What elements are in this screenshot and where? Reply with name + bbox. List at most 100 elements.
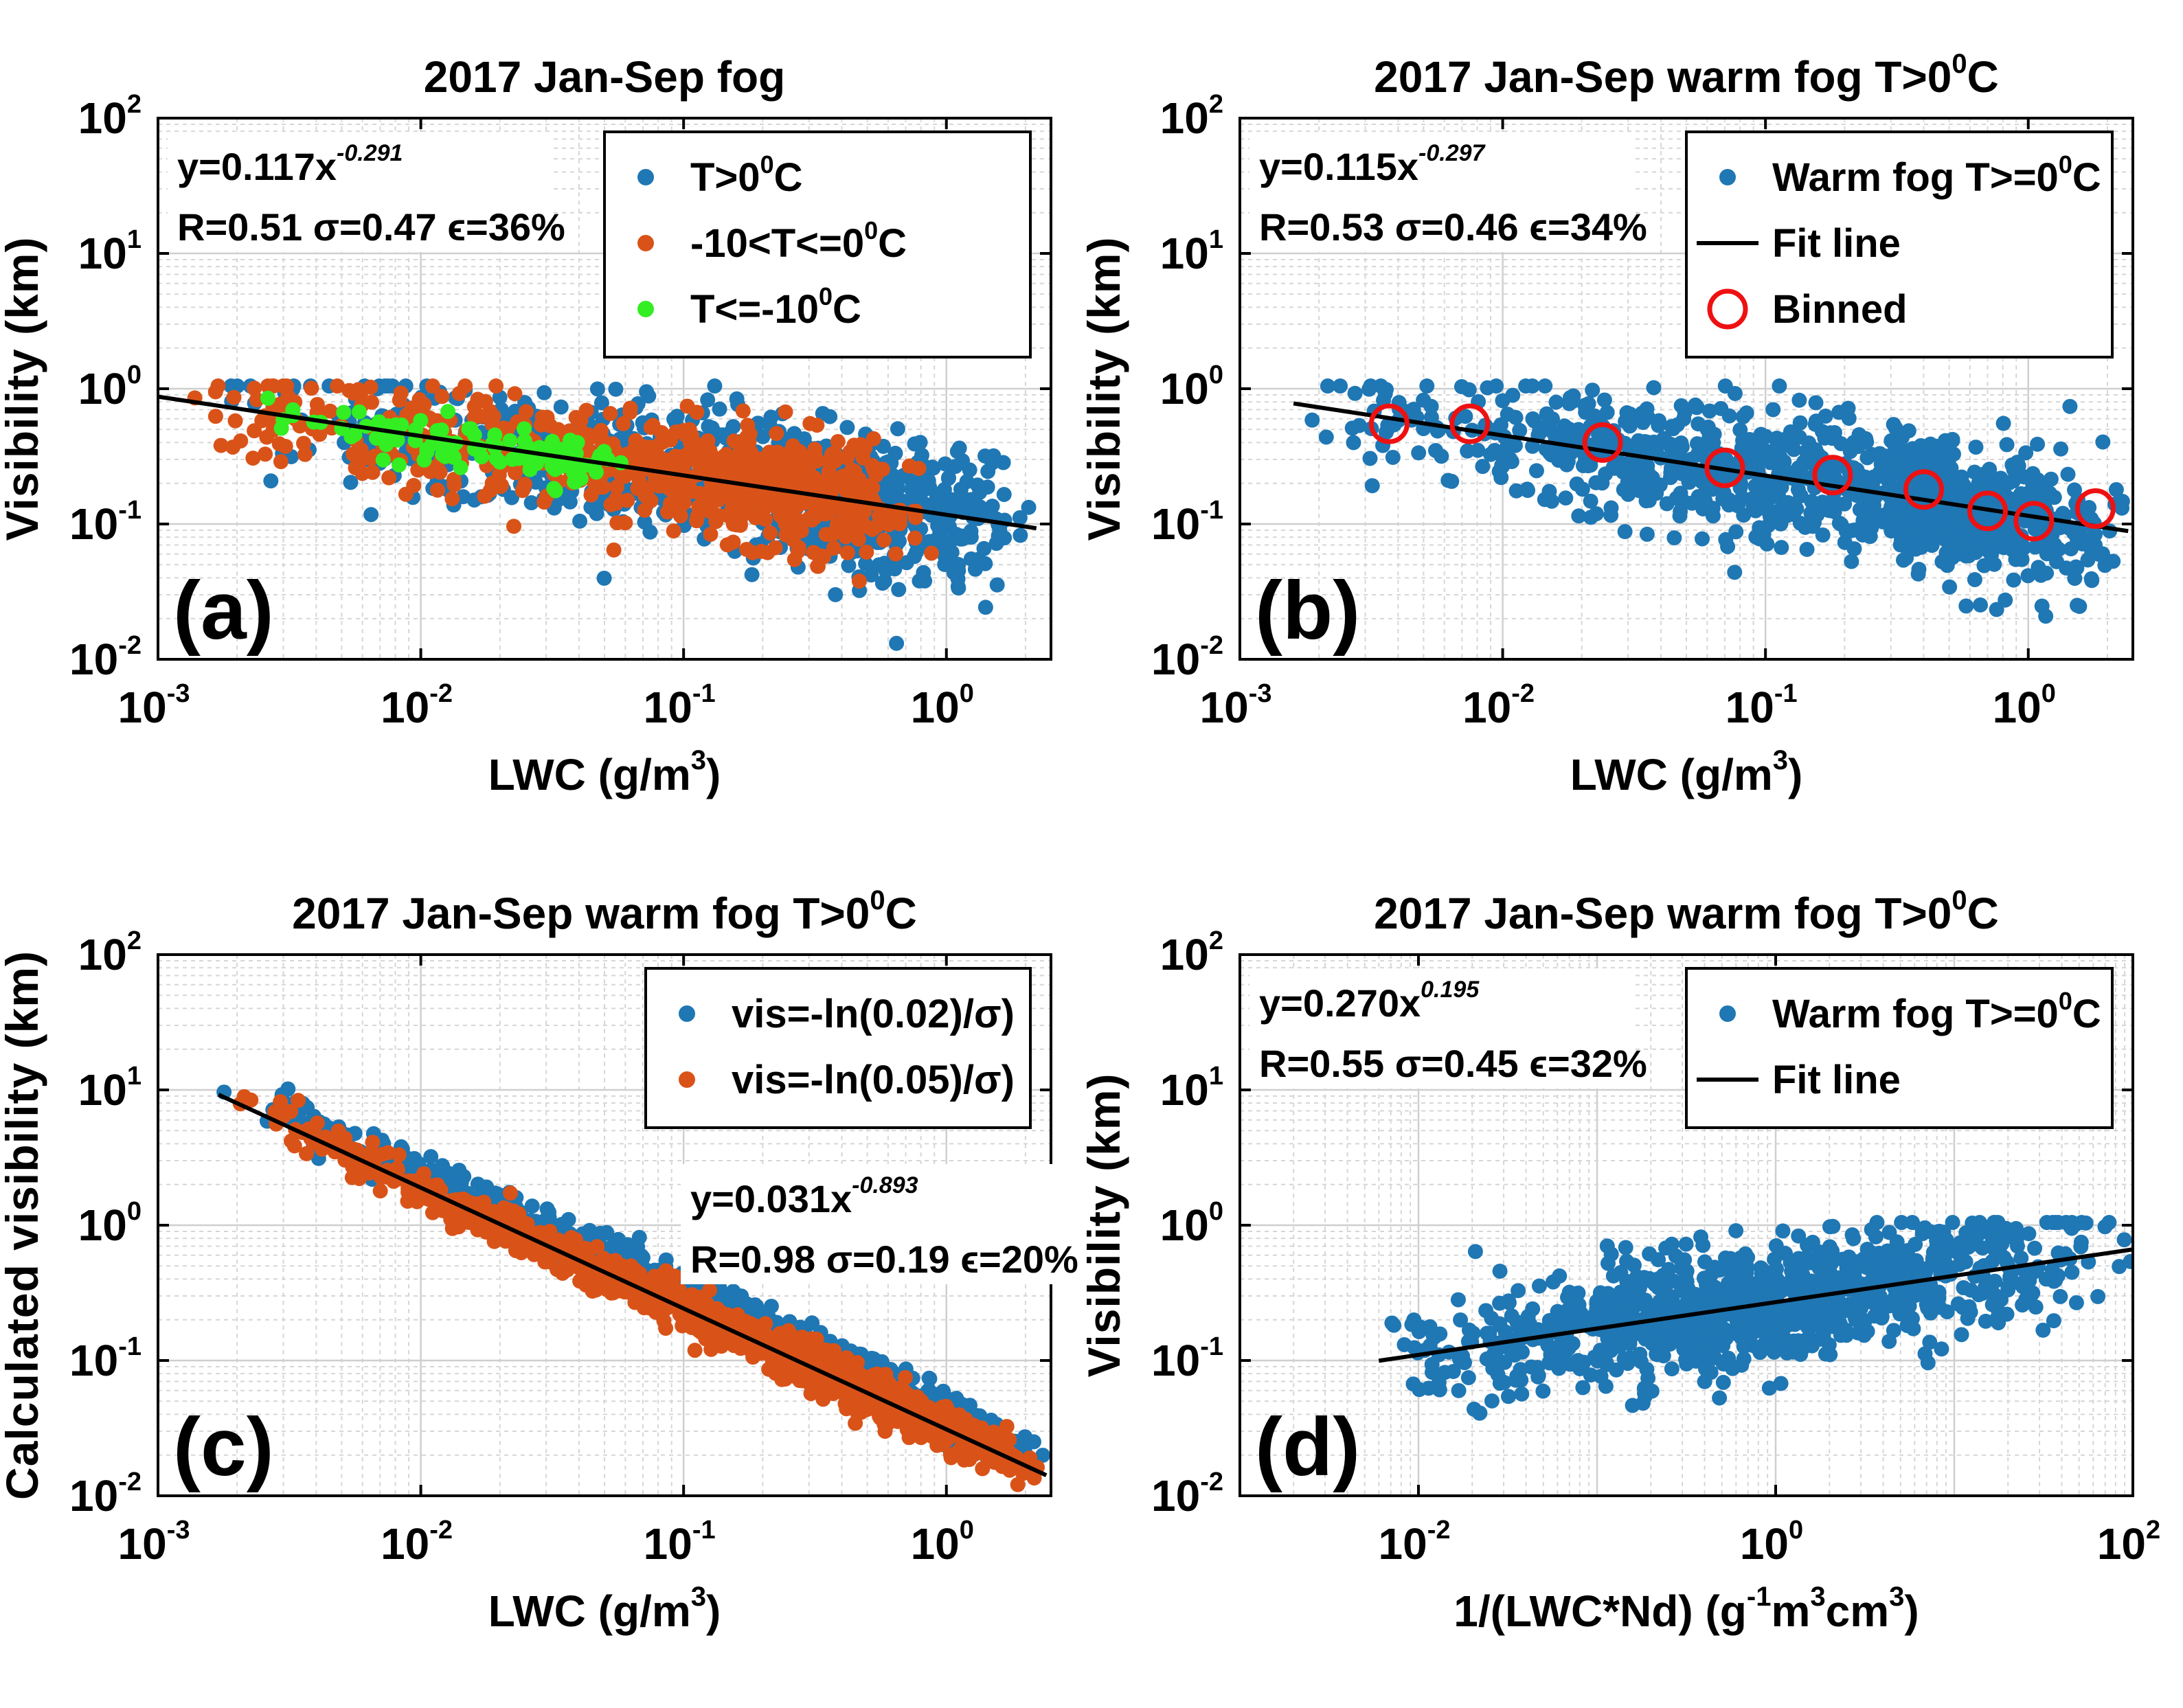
scatter-point <box>1799 443 1815 459</box>
scatter-point <box>609 479 625 495</box>
scatter-point <box>2060 466 2076 482</box>
scatter-point <box>857 503 872 519</box>
scatter-point <box>1570 429 1585 445</box>
scatter-point <box>1617 524 1633 540</box>
scatter-point <box>745 545 760 560</box>
scatter-point <box>1728 524 1744 540</box>
y-tick-label: 102 <box>78 90 142 143</box>
scatter-point <box>907 510 923 525</box>
binned-point <box>2013 501 2055 542</box>
scatter-point <box>573 412 589 428</box>
scatter-point <box>2020 568 2036 584</box>
scatter-point <box>1765 489 1780 505</box>
scatter-point <box>1892 515 1908 531</box>
scatter-point <box>547 483 563 499</box>
scatter-point <box>1423 409 1439 425</box>
scatter-point <box>620 492 635 508</box>
scatter-point <box>1815 527 1831 543</box>
scatter-point <box>518 404 534 420</box>
x-tick-label: 10-3 <box>1200 679 1272 732</box>
scatter-point <box>2092 547 2107 562</box>
legend-label: Binned <box>1772 287 1908 332</box>
scatter-point <box>207 409 223 424</box>
scatter-point <box>1666 530 1682 546</box>
scatter-point <box>1620 486 1636 502</box>
scatter-point <box>1923 436 1938 452</box>
scatter-point <box>771 465 787 481</box>
scatter-point <box>654 424 670 440</box>
scatter-point <box>1669 417 1685 433</box>
scatter-point <box>492 454 508 470</box>
scatter-point <box>1669 490 1684 506</box>
scatter-point <box>1673 398 1689 413</box>
scatter-point <box>887 446 903 462</box>
scatter-point <box>944 492 960 508</box>
scatter-point <box>1976 558 1992 573</box>
scatter-point <box>1541 483 1557 499</box>
panel-letter: (b) <box>1255 565 1360 657</box>
scatter-point <box>1971 479 1987 494</box>
scatter-point <box>1528 463 1544 479</box>
scatter-point <box>745 1350 761 1365</box>
series-1 <box>1304 378 2130 624</box>
scatter-point <box>341 383 357 398</box>
scatter-point <box>719 446 734 462</box>
scatter-point <box>1919 514 1935 530</box>
scatter-point <box>1792 415 1808 431</box>
scatter-point <box>942 553 958 569</box>
scatter-point <box>843 503 859 519</box>
scatter-point <box>828 587 844 602</box>
y-tick-label: 100 <box>1160 361 1223 413</box>
scatter-point <box>247 423 262 439</box>
scatter-point <box>1525 411 1541 426</box>
scatter-point <box>1495 393 1511 409</box>
scatter-point <box>506 519 522 534</box>
scatter-point <box>1899 550 1914 566</box>
scatter-point <box>642 1300 658 1316</box>
scatter-point <box>839 420 855 435</box>
scatter-point <box>1956 513 1971 529</box>
scatter-point <box>760 493 776 509</box>
scatter-point <box>787 551 802 567</box>
scatter-point <box>1752 520 1767 536</box>
y-axis-label: Visibility (km) <box>0 237 47 541</box>
scatter-point <box>451 1219 466 1235</box>
scatter-point <box>517 433 532 449</box>
scatter-point <box>2068 559 2084 575</box>
scatter-point <box>502 433 518 448</box>
scatter-point <box>1727 565 1743 580</box>
scatter-point <box>1364 478 1380 494</box>
scatter-point <box>336 405 352 420</box>
scatter-point <box>2088 527 2103 543</box>
scatter-point <box>995 455 1011 470</box>
scatter-point <box>1639 526 1655 542</box>
scatter-point <box>859 544 874 560</box>
scatter-point <box>524 1198 540 1214</box>
y-tick-label: 100 <box>78 361 142 413</box>
scatter-point <box>804 512 819 528</box>
scatter-point <box>767 540 783 556</box>
scatter-point <box>1989 602 2004 617</box>
scatter-point <box>1347 385 1363 401</box>
scatter-point <box>672 499 688 515</box>
scatter-point <box>1756 501 1772 516</box>
scatter-point <box>887 546 903 562</box>
scatter-point <box>344 1170 360 1185</box>
scatter-point <box>1859 450 1875 466</box>
scatter-point <box>1548 394 1564 410</box>
scatter-point <box>541 1205 557 1220</box>
scatter-point <box>258 446 273 462</box>
scatter-point <box>804 450 819 466</box>
binned-point <box>1704 447 1745 488</box>
scatter-point <box>1641 492 1657 508</box>
scatter-point <box>635 480 651 496</box>
scatter-point <box>381 378 396 394</box>
scatter-point <box>1688 400 1704 415</box>
scatter-point <box>267 1104 282 1120</box>
scatter-point <box>1585 383 1601 398</box>
